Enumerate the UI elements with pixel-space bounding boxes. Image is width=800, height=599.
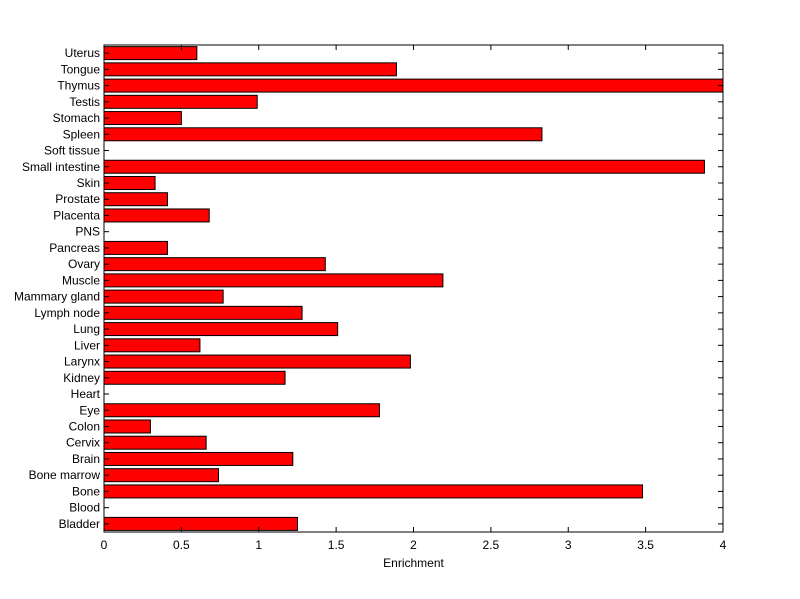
y-tick-label: Small intestine (22, 160, 100, 174)
bar-prostate (103, 192, 168, 207)
bar-stomach (103, 111, 182, 126)
bar-spleen (103, 127, 543, 142)
x-tick-label: 2 (410, 538, 417, 552)
bar-cervix (103, 435, 207, 450)
y-tick-label: Eye (79, 403, 100, 417)
y-tick-label: Pancreas (49, 241, 100, 255)
y-tick-label: Brain (72, 452, 100, 466)
bar-tongue (103, 62, 397, 77)
x-tick-label: 0.5 (173, 538, 190, 552)
bar-lung (103, 322, 339, 337)
bar-pancreas (103, 240, 168, 255)
x-tick-label: 1.5 (328, 538, 345, 552)
x-tick-label: 1 (255, 538, 262, 552)
y-tick-label: Stomach (53, 111, 100, 125)
bars-group (103, 46, 724, 531)
ticks-group (103, 45, 724, 532)
y-tick-label: Lymph node (34, 306, 100, 320)
y-tick-label: Larynx (64, 355, 100, 369)
bar-skin (103, 175, 156, 190)
y-tick-label: Placenta (53, 208, 100, 222)
y-tick-label: Mammary gland (14, 290, 100, 304)
x-tick-label: 2.5 (483, 538, 500, 552)
bar-eye (103, 403, 380, 418)
y-tick-label: Blood (69, 501, 100, 515)
y-tick-label: Testis (69, 95, 100, 109)
x-tick-label: 3.5 (637, 538, 654, 552)
y-tick-label: Thymus (57, 79, 100, 93)
y-tick-label: Muscle (62, 273, 100, 287)
bar-uterus (103, 46, 198, 61)
y-tick-label: Tongue (61, 62, 101, 76)
x-tick-label: 0 (101, 538, 108, 552)
y-tick-label: Bladder (59, 517, 100, 531)
bar-bone (103, 484, 644, 499)
y-tick-label: Colon (69, 419, 100, 433)
y-tick-label: Liver (74, 338, 100, 352)
bar-testis (103, 94, 258, 109)
bar-mammary-gland (103, 289, 224, 304)
y-tick-label: Uterus (65, 46, 100, 60)
y-tick-label: Bone (72, 484, 100, 498)
y-tick-label: Prostate (55, 192, 100, 206)
bar-kidney (103, 370, 286, 385)
y-tick-label: Heart (71, 387, 101, 401)
bar-small-intestine (103, 159, 705, 174)
x-tick-label: 4 (720, 538, 727, 552)
x-axis-label: Enrichment (383, 556, 444, 570)
bar-bladder (103, 516, 298, 531)
bar-placenta (103, 208, 210, 223)
bar-ovary (103, 257, 326, 272)
bar-brain (103, 451, 294, 466)
bar-thymus (103, 78, 724, 93)
y-tick-label: Ovary (68, 257, 100, 271)
y-tick-label: Bone marrow (29, 468, 101, 482)
bar-liver (103, 338, 201, 353)
y-tick-label: Spleen (63, 127, 100, 141)
bar-muscle (103, 273, 444, 288)
y-tick-label: Kidney (63, 371, 100, 385)
x-tick-label: 3 (565, 538, 572, 552)
y-tick-label: Skin (77, 176, 100, 190)
bar-lymph-node (103, 305, 303, 320)
bar-larynx (103, 354, 411, 369)
y-tick-label: PNS (75, 225, 100, 239)
y-tick-label: Lung (73, 322, 100, 336)
y-tick-label: Soft tissue (44, 144, 100, 158)
bar-bone-marrow (103, 468, 220, 483)
labels-group: Uterus Tongue Thymus Testis Stomach Spleen Sof… (14, 46, 727, 552)
y-tick-label: Cervix (66, 436, 100, 450)
bar-colon (103, 419, 151, 434)
